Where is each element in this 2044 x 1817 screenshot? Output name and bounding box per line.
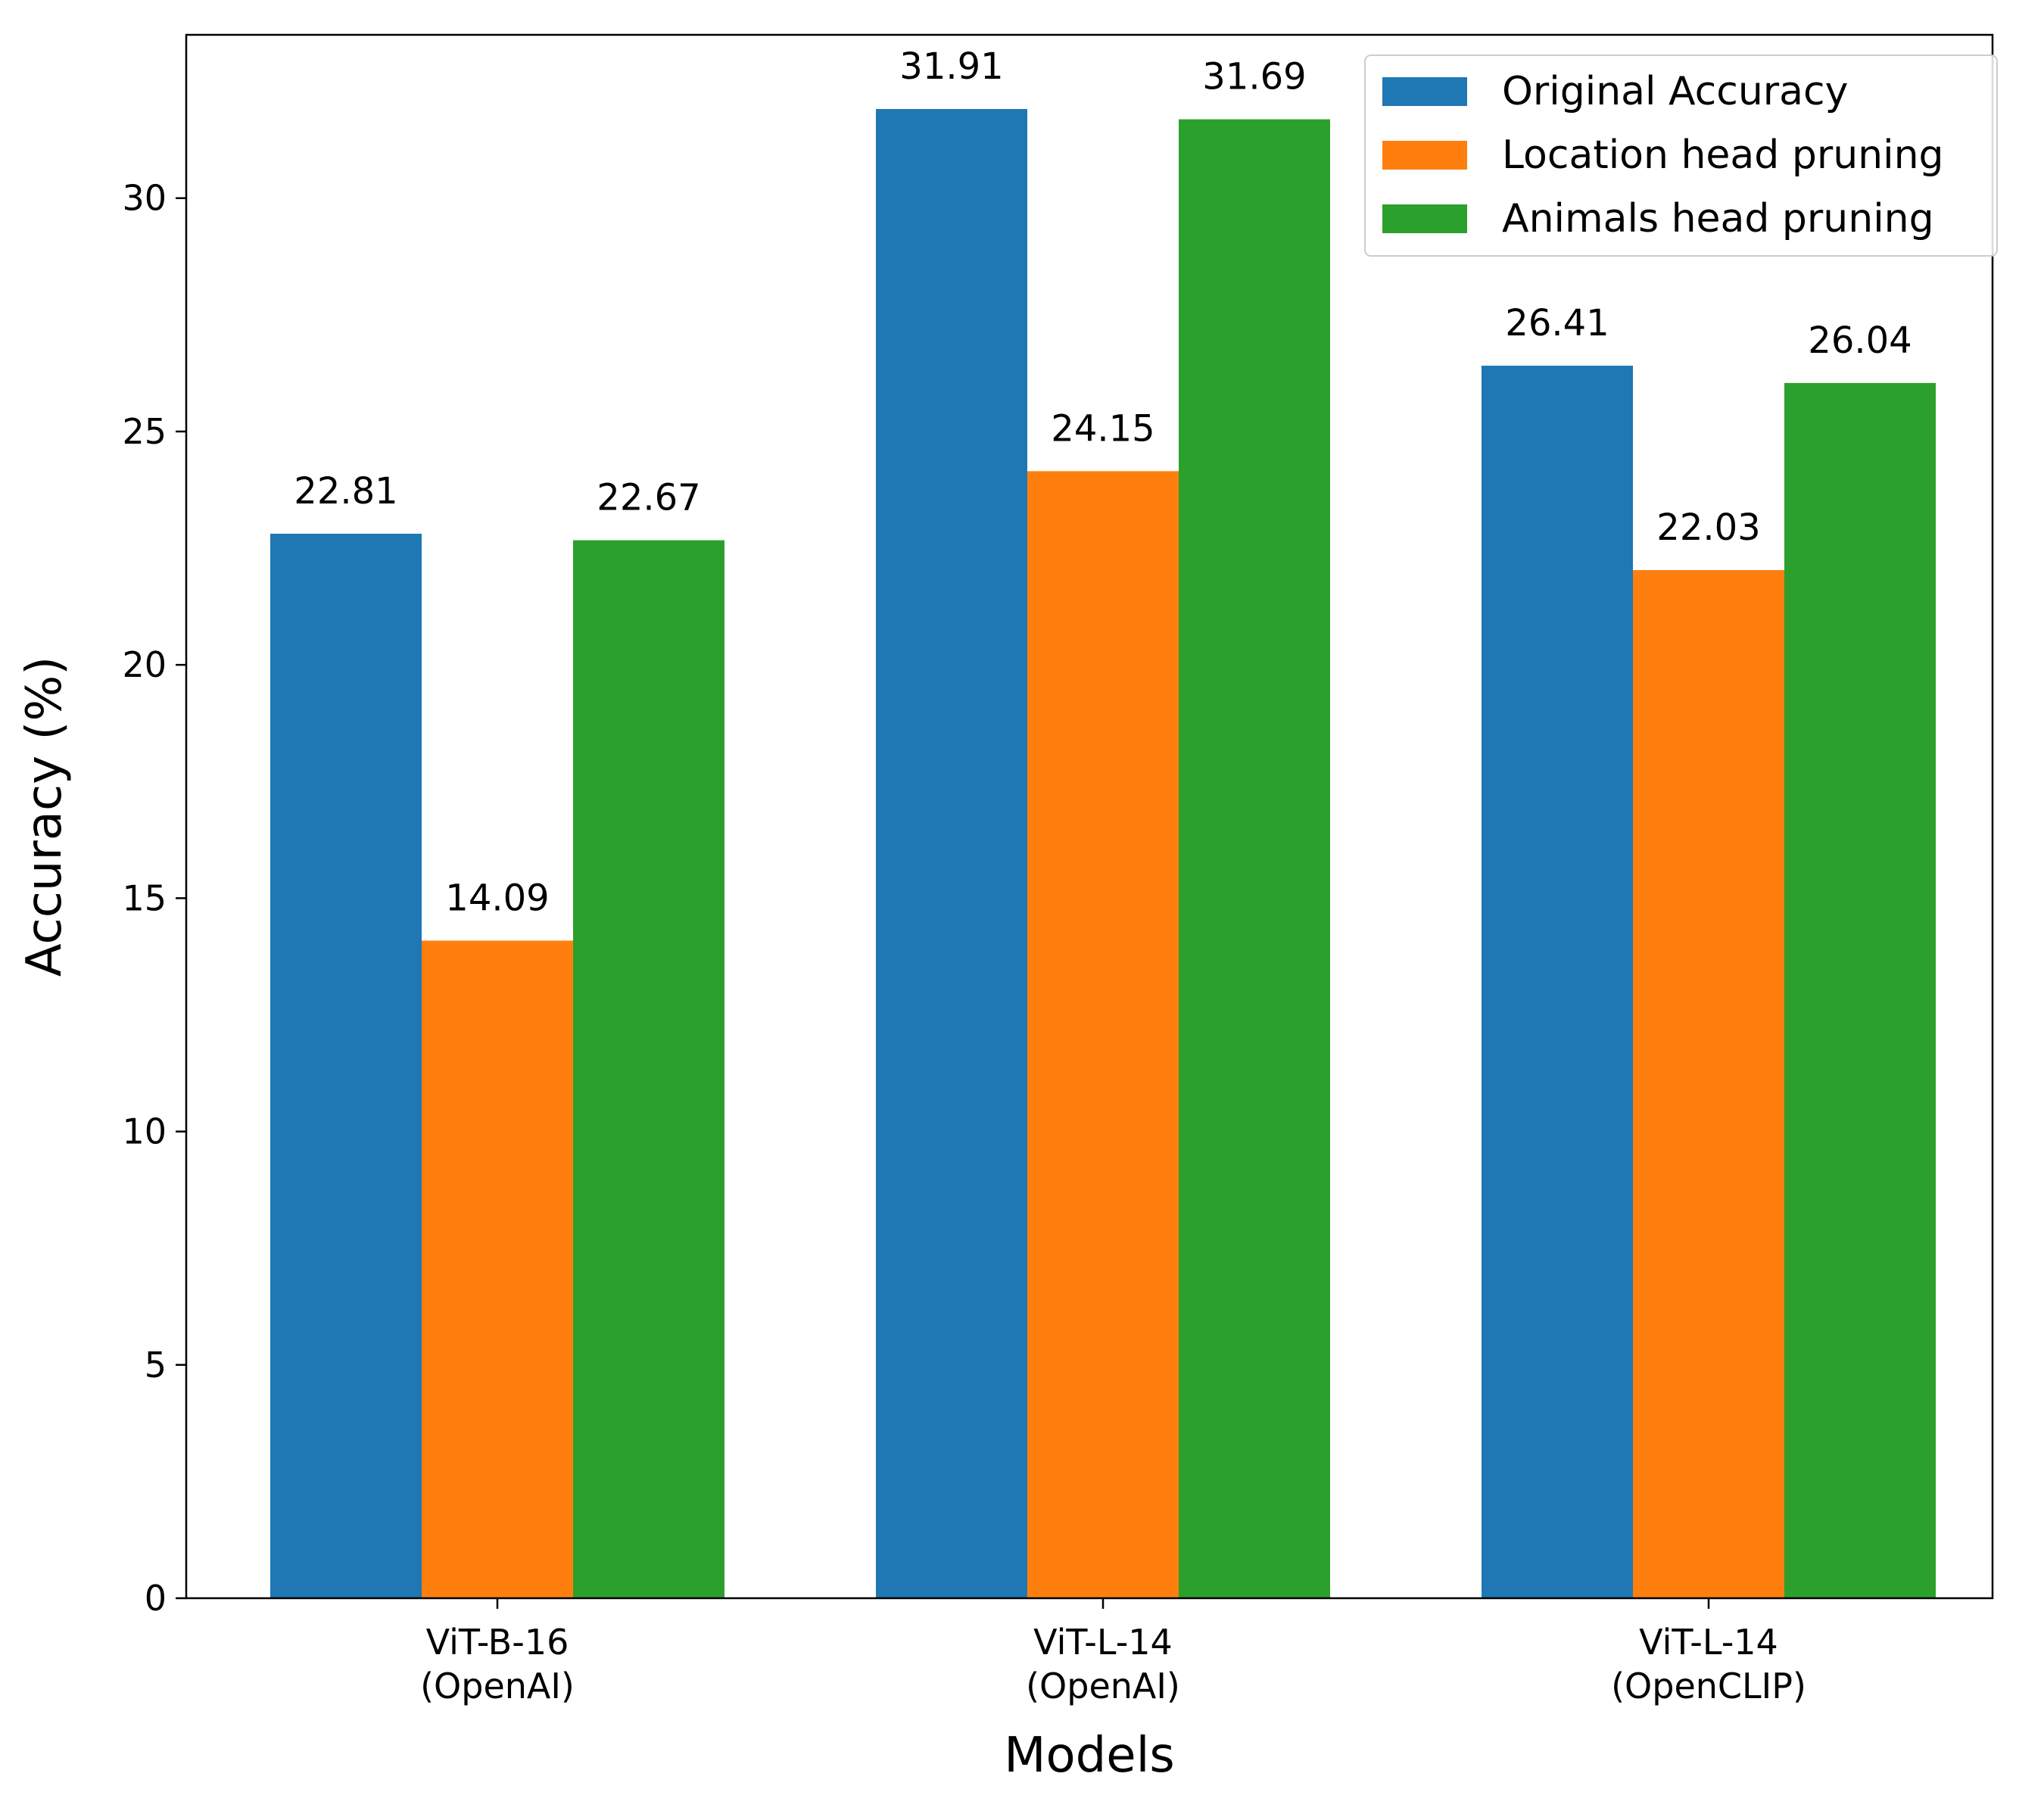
y-tick-label: 5 (145, 1345, 167, 1385)
x-tick-label: ViT-L-14 (1033, 1622, 1173, 1663)
x-tick-label: (OpenAI) (420, 1666, 575, 1706)
legend-box (1364, 55, 1998, 257)
y-tick-label: 0 (145, 1578, 167, 1619)
y-tick-label: 30 (122, 178, 167, 219)
data-label: 22.81 (294, 470, 397, 513)
legend: Original Accuracy Location head pruning An… (1364, 55, 1998, 257)
y-tick-label: 25 (122, 411, 167, 452)
y-tick-label: 20 (122, 644, 167, 685)
bar (1482, 366, 1633, 1599)
bar (1027, 471, 1179, 1598)
legend-swatch (1382, 141, 1467, 170)
axes-layer: 051015202530ViT-B-16(OpenAI)ViT-L-14(Ope… (122, 33, 1994, 1706)
bar (1633, 570, 1784, 1598)
legend-swatch (1382, 77, 1467, 106)
data-label: 31.69 (1202, 56, 1306, 98)
data-labels-layer: 22.81 31.91 26.41 14.09 24.15 22.03 22.67 31.69… (294, 45, 1912, 919)
plot-frame (185, 33, 1994, 1600)
bar (1179, 119, 1330, 1598)
data-label: 22.67 (597, 477, 700, 519)
data-label: 24.15 (1051, 407, 1154, 450)
bar (573, 540, 724, 1599)
bar (1784, 382, 1936, 1598)
x-tick-label: ViT-B-16 (426, 1622, 569, 1663)
x-axis-title: Models (1004, 1728, 1175, 1784)
data-label: 26.41 (1505, 302, 1609, 344)
x-tick-label: ViT-L-14 (1639, 1622, 1778, 1663)
legend-label: Animals head pruning (1502, 196, 1934, 242)
data-label: 22.03 (1656, 506, 1760, 549)
data-label: 31.91 (899, 45, 1003, 88)
y-tick-label: 10 (122, 1111, 167, 1152)
legend-label: Location head pruning (1502, 132, 1944, 178)
x-tick-label: (OpenCLIP) (1611, 1666, 1806, 1706)
legend-swatch (1382, 204, 1467, 233)
bar (876, 109, 1027, 1598)
y-axis-title: Accuracy (%) (17, 656, 73, 977)
bar (270, 533, 422, 1599)
bar (422, 940, 573, 1598)
data-label: 14.09 (445, 877, 549, 919)
data-label: 26.04 (1808, 319, 1912, 362)
x-tick-label: (OpenAI) (1026, 1666, 1180, 1706)
bars-layer (270, 109, 1936, 1599)
legend-label: Original Accuracy (1502, 69, 1848, 114)
y-tick-label: 15 (122, 877, 167, 918)
